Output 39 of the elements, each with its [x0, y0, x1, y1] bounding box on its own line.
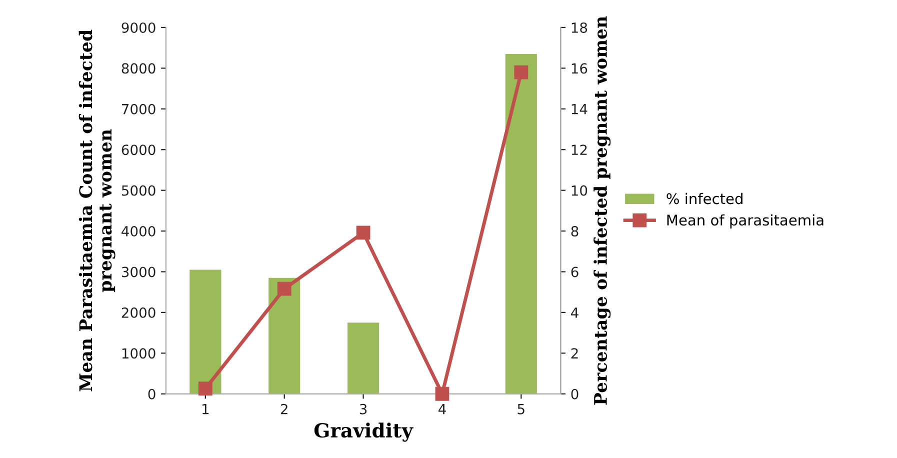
x-tick-label: 1 [202, 404, 209, 414]
y-tick-label: 7000 [122, 104, 156, 114]
y2-tick-label: 14 [572, 104, 588, 114]
y-tick-label: 2000 [122, 307, 156, 318]
y-axis-title: Mean Parasitaemia Count of infected pregnant women [78, 30, 116, 392]
y2-tick-label: 6 [571, 266, 578, 278]
bar [190, 270, 222, 394]
bar [268, 278, 300, 394]
y-tick-label: 9000 [122, 22, 156, 33]
point [514, 65, 528, 80]
bar [348, 322, 380, 394]
x-tick-label: 3 [360, 404, 367, 414]
point [277, 282, 292, 296]
y-tick-label: 8000 [122, 63, 156, 74]
point [198, 382, 212, 396]
y-tick-label: 5000 [122, 185, 156, 196]
bar [505, 54, 537, 394]
y-tick-label: 4000 [122, 226, 156, 237]
point [435, 386, 450, 401]
x-tick-label: 4 [438, 404, 446, 414]
point [356, 226, 370, 240]
y-tick-label: 3000 [122, 266, 156, 278]
y2-tick-label: 4 [571, 308, 578, 318]
y-tick-label: 6000 [122, 144, 156, 156]
x-tick-label: 2 [280, 404, 288, 414]
legend-label: Mean of parasitaemia [667, 214, 824, 228]
legend-label: % infected [666, 192, 742, 204]
x-tick-label: 5 [518, 404, 524, 414]
y2-tick-label: 12 [572, 144, 587, 155]
y2-tick-label: 16 [572, 63, 588, 74]
y-tick-label: 0 [148, 388, 156, 400]
y-tick-label: 1000 [122, 348, 156, 359]
y2-axis-title: Percentage of infected pregnant women [594, 16, 611, 405]
y2-tick-label: 18 [572, 22, 588, 33]
x-axis-title: Gravidity [314, 422, 414, 442]
y2-tick-label: 0 [571, 388, 578, 400]
y2-tick-label: 8 [571, 226, 578, 237]
y2-tick-label: 2 [571, 348, 578, 358]
y2-tick-label: 10 [572, 185, 588, 196]
